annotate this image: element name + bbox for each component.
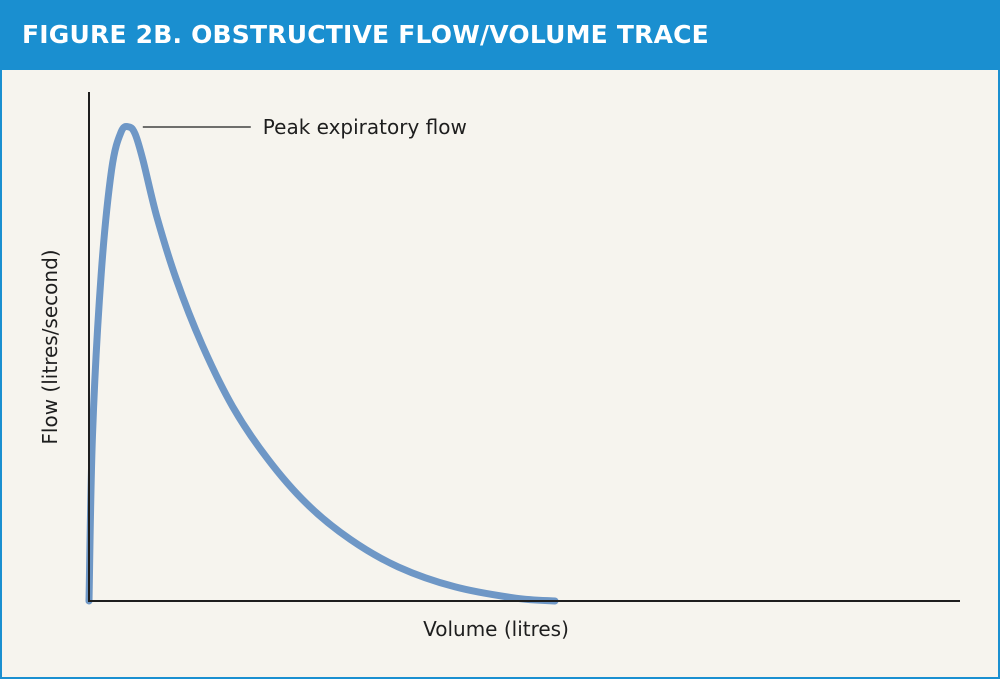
flow-volume-curve: [85, 122, 559, 605]
figure-title: FIGURE 2B. OBSTRUCTIVE FLOW/VOLUME TRACE: [22, 20, 709, 49]
annotation-label: Peak expiratory flow: [263, 115, 467, 139]
y-axis-label: Flow (litres/second): [38, 249, 62, 444]
figure-header: FIGURE 2B. OBSTRUCTIVE FLOW/VOLUME TRACE: [2, 2, 998, 70]
x-axis-label: Volume (litres): [423, 617, 569, 641]
annotation-layer: Peak expiratory flow: [142, 115, 467, 139]
curve-layer: [85, 122, 559, 605]
